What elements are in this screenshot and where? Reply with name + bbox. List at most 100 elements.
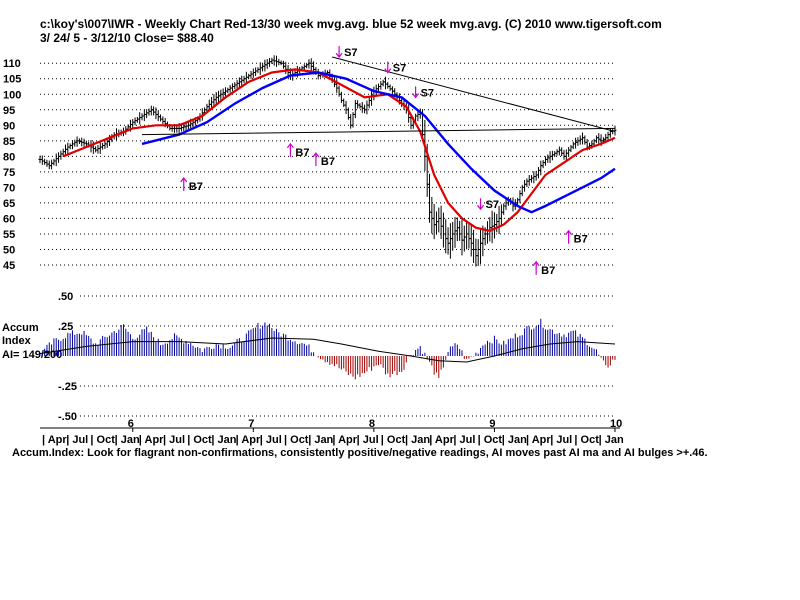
month-label: | Apr xyxy=(526,434,551,446)
price-tick-label: 50 xyxy=(3,244,15,256)
ohlc-bar xyxy=(96,145,100,154)
month-label: | Jul xyxy=(260,434,282,446)
ohlc-bar xyxy=(567,147,571,157)
ohlc-bar xyxy=(247,73,251,80)
ohlc-bar xyxy=(349,114,353,129)
ohlc-bar xyxy=(534,170,538,181)
ohlc-bar xyxy=(432,203,436,240)
month-label: | Jan xyxy=(115,434,140,446)
year-label: 7 xyxy=(248,418,254,430)
ohlc-bar xyxy=(138,112,142,125)
ohlc-bar xyxy=(564,149,568,161)
signals: S7 S7 S7 S7 B7 B7 B7 B7 B7 xyxy=(180,46,588,277)
price-tick-label: 105 xyxy=(3,74,21,86)
price-tick-label: 95 xyxy=(3,105,15,117)
ohlc-bar xyxy=(226,87,230,94)
chart-subtitle: 3/ 24/ 5 - 3/12/10 Close= $88.40 xyxy=(40,31,214,45)
ohlc-bar xyxy=(581,132,585,145)
ohlc-bar xyxy=(546,154,550,163)
ohlc-bar xyxy=(576,137,580,146)
ai-tick-label: -.50 xyxy=(58,411,77,423)
price-tick-label: 90 xyxy=(3,120,15,132)
ohlc-bar xyxy=(254,67,258,77)
ohlc-bar xyxy=(131,119,135,128)
accum-label-line1: Accum xyxy=(2,322,39,334)
buy-signal: B7 xyxy=(312,152,335,168)
ohlc-bar xyxy=(135,116,139,123)
ohlc-bar xyxy=(467,224,471,249)
ohlc-bar xyxy=(476,239,480,267)
buy-signal: B7 xyxy=(565,229,588,246)
ohlc-bar xyxy=(103,140,107,149)
accum-label-line2: Index xyxy=(2,335,32,347)
ai-bars xyxy=(39,318,616,380)
ohlc-bar xyxy=(532,171,536,184)
ohlc-bar xyxy=(133,117,137,126)
ohlc-bar xyxy=(485,221,489,244)
ohlc-bar xyxy=(492,212,496,239)
ohlc-bar xyxy=(258,62,262,75)
ohlc-bar xyxy=(578,135,582,145)
ohlc-bar xyxy=(381,79,385,87)
month-label: | Jan xyxy=(211,434,236,446)
ohlc-bar xyxy=(70,140,74,150)
price-tick-label: 60 xyxy=(3,213,15,225)
ohlc-bar xyxy=(263,59,267,72)
ohlc-bar xyxy=(73,139,77,147)
ohlc-bar xyxy=(390,86,394,94)
ohlc-bar xyxy=(448,223,452,259)
ohlc-bar xyxy=(472,229,476,263)
ohlc-bar xyxy=(339,91,343,103)
ohlc-bar xyxy=(555,149,559,156)
ohlc-bar xyxy=(367,97,371,109)
price-tick-label: 100 xyxy=(3,89,21,101)
ohlc-bar xyxy=(465,221,469,250)
svg-text:S7: S7 xyxy=(393,63,406,75)
ohlc-bar xyxy=(520,184,524,197)
ohlc-bar xyxy=(462,225,466,252)
ohlc-bar xyxy=(149,105,153,116)
ohlc-bar xyxy=(159,114,163,122)
year-label: 10 xyxy=(610,418,622,430)
ohlc-bar xyxy=(458,220,462,241)
ohlc-bar xyxy=(68,143,72,150)
ohlc-bar xyxy=(571,141,575,150)
ohlc-bar xyxy=(539,160,543,176)
sell-signal: S7 xyxy=(477,198,499,211)
ohlc-bar xyxy=(223,87,227,97)
ohlc-bar xyxy=(499,204,503,227)
ohlc-bar xyxy=(50,159,54,170)
svg-text:B7: B7 xyxy=(541,265,555,277)
month-label: | Jul xyxy=(357,434,379,446)
ohlc-bar xyxy=(562,149,566,160)
ai-tick-label: -.25 xyxy=(58,381,77,393)
month-label: | Apr xyxy=(332,434,357,446)
ohlc-bar xyxy=(594,135,598,144)
ohlc-bar xyxy=(302,64,306,71)
ohlc-bar xyxy=(154,107,158,120)
ohlc-bar xyxy=(569,145,573,153)
svg-text:S7: S7 xyxy=(344,47,357,59)
buy-signal: B7 xyxy=(180,176,203,193)
ohlc-bar xyxy=(469,225,473,257)
ohlc-bar xyxy=(434,211,438,235)
ohlc-bar xyxy=(40,155,44,165)
sell-signal: S7 xyxy=(412,86,434,99)
ohlc-bar xyxy=(59,150,63,160)
ohlc-bar xyxy=(597,133,601,144)
month-label: | Jan xyxy=(502,434,527,446)
ohlc-bar xyxy=(249,70,253,79)
ohlc-bar xyxy=(147,108,151,116)
svg-text:S7: S7 xyxy=(421,87,434,99)
ohlc-bar xyxy=(530,175,534,183)
ohlc-bar xyxy=(613,125,617,136)
ohlc-bar xyxy=(428,173,432,223)
ohlc-bar xyxy=(504,199,508,210)
ohlc-bar xyxy=(455,217,459,242)
ohlc-bar xyxy=(309,58,313,72)
ohlc-bar xyxy=(360,101,364,113)
ohlc-bar xyxy=(57,152,61,163)
footer-note: Accum.Index: Look for flagrant non-confi… xyxy=(12,447,708,459)
price-tick-label: 65 xyxy=(3,198,15,210)
ohlc-bar xyxy=(474,238,478,267)
